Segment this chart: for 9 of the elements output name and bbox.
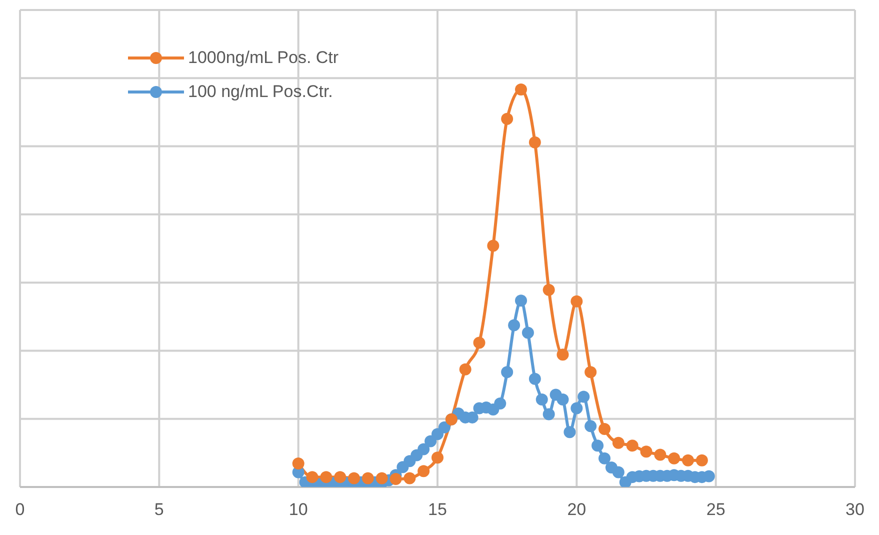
x-tick-label: 5 (154, 500, 164, 520)
x-tick-label: 20 (567, 500, 586, 520)
legend-label: 100 ng/mL Pos.Ctr. (188, 82, 333, 102)
x-tick-label: 15 (428, 500, 447, 520)
x-tick-label: 25 (706, 500, 726, 520)
x-tick-label: 10 (288, 500, 308, 520)
x-tick-label: 0 (15, 500, 25, 520)
x-tick-label: 30 (846, 500, 864, 520)
legend-label: 1000ng/mL Pos. Ctr (188, 48, 339, 68)
